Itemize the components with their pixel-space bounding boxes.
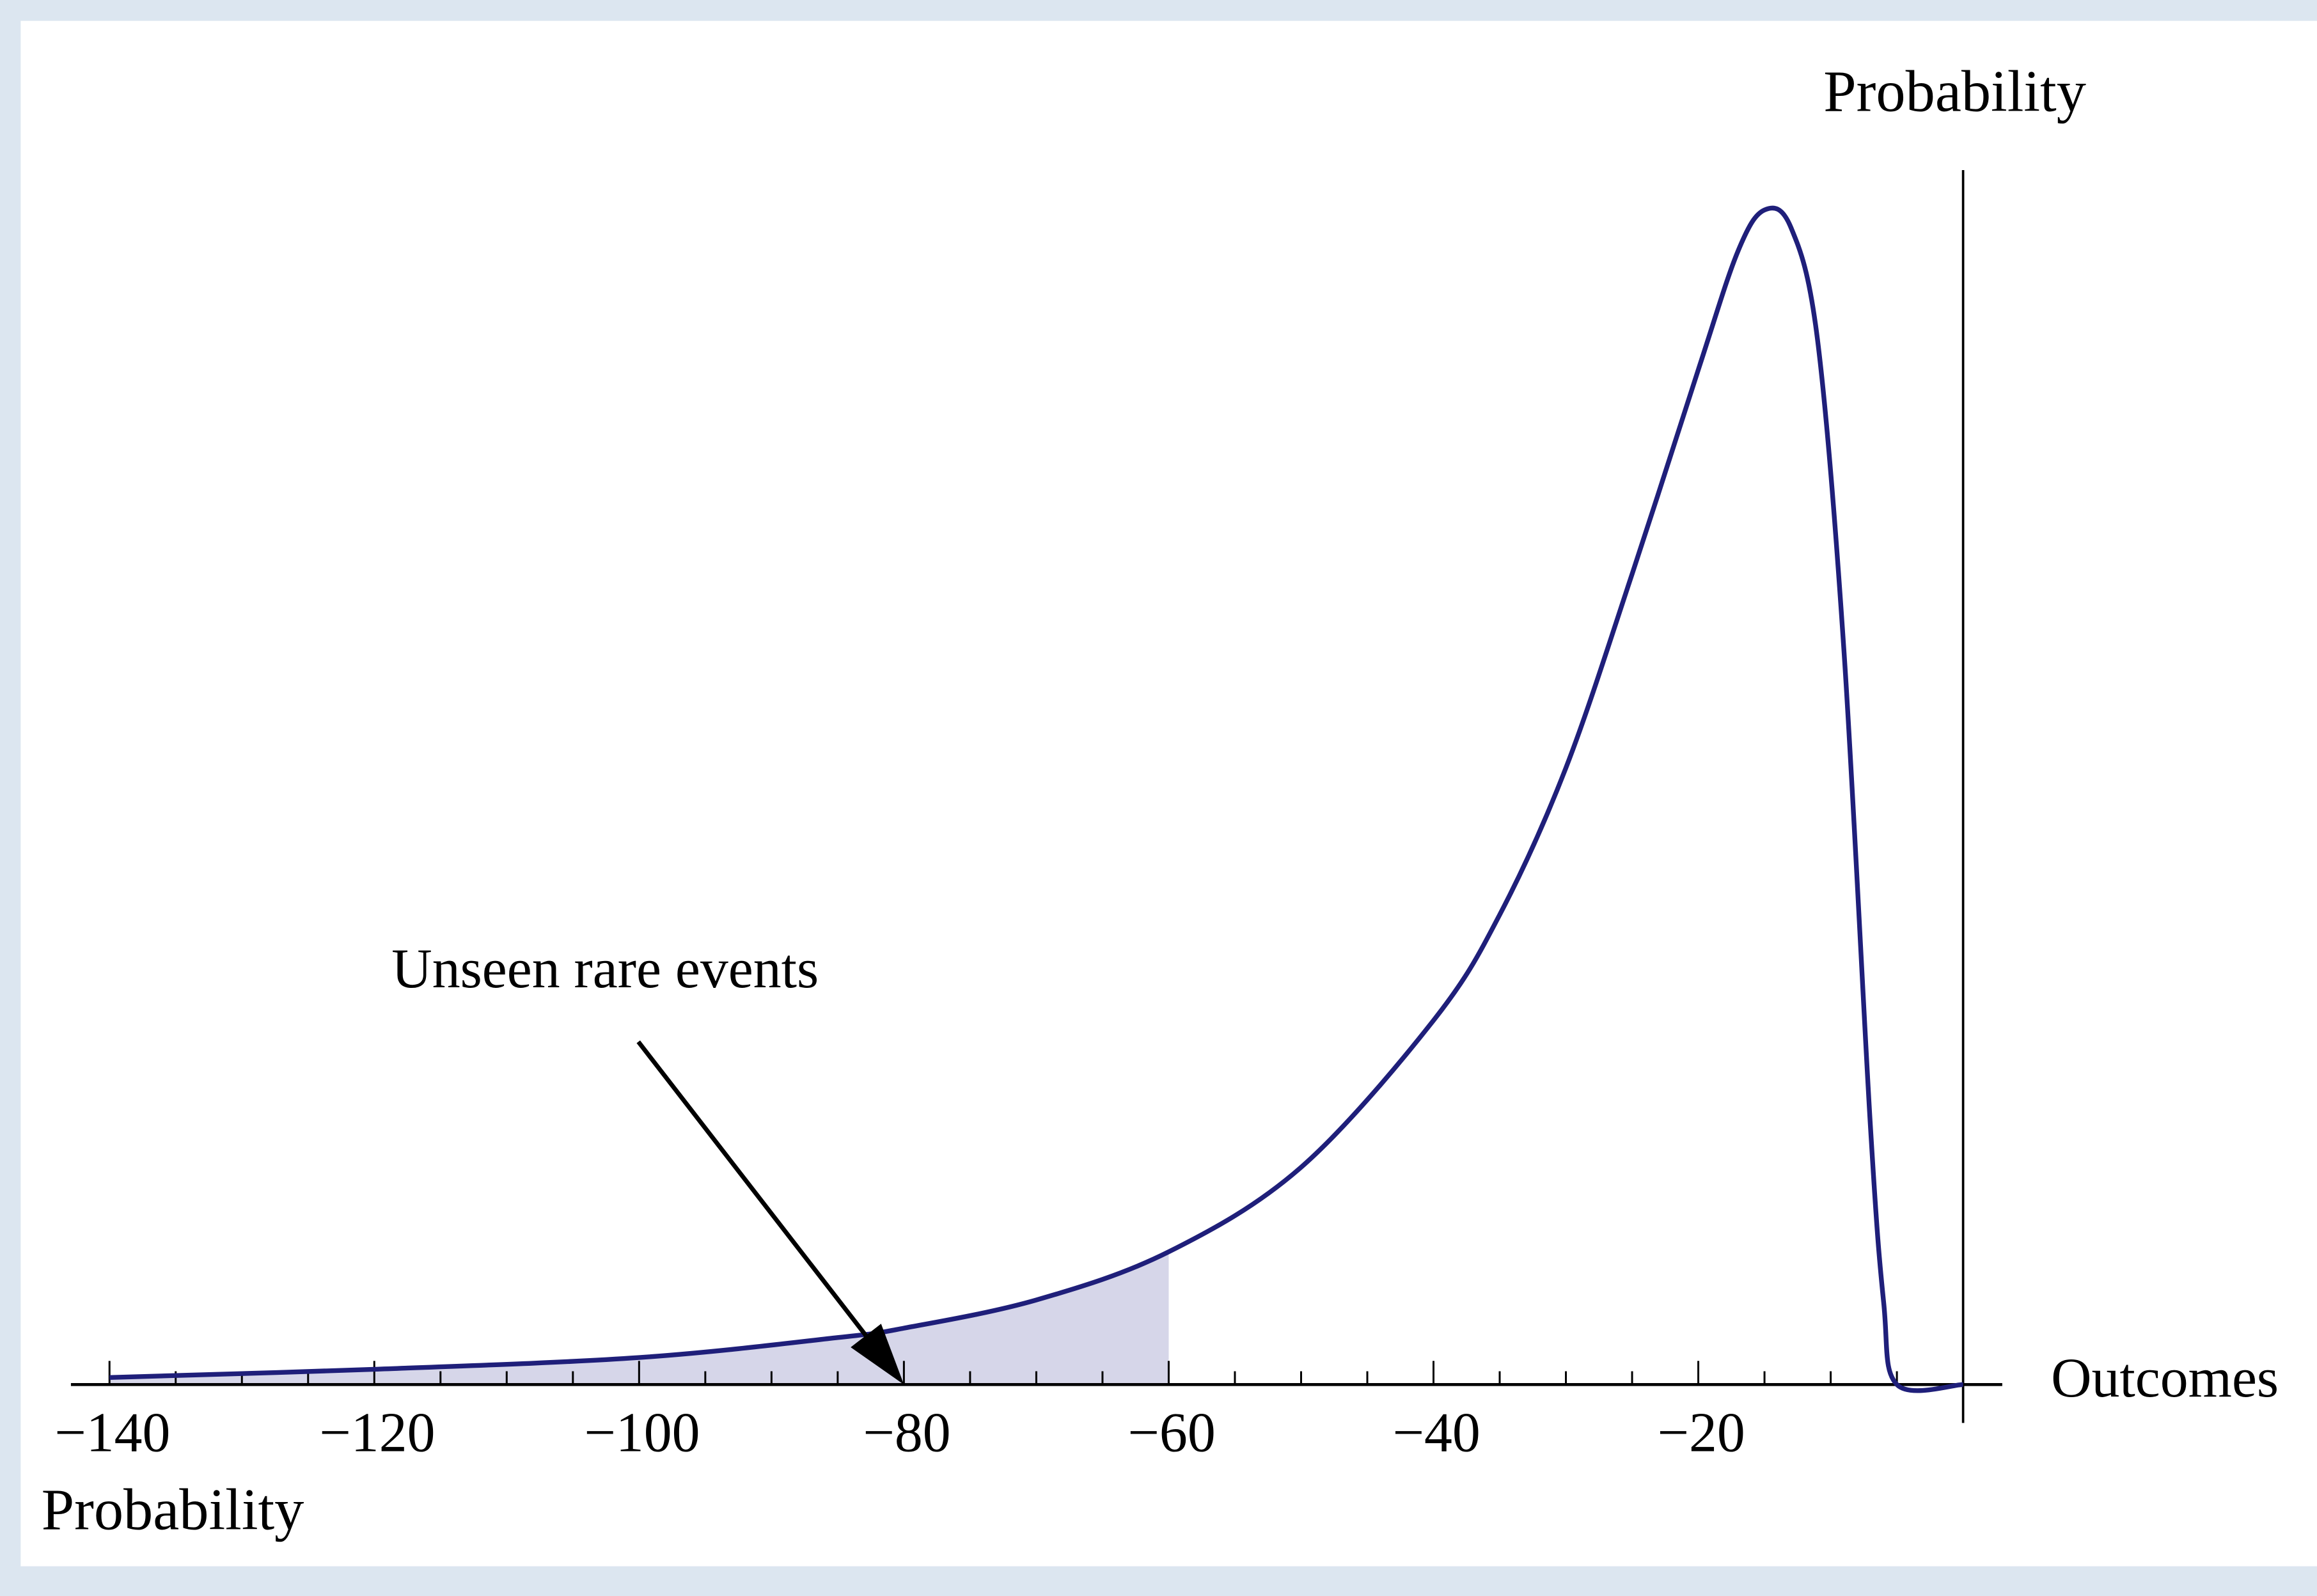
x-tick-label: −120 <box>319 1401 435 1463</box>
annotation-text: Unseen rare events <box>391 937 819 999</box>
x-tick-label: −100 <box>584 1401 700 1463</box>
x-tick-label: −20 <box>1658 1401 1745 1463</box>
minor-ticks <box>175 1371 1898 1385</box>
y-axis-label-bottom: Probability <box>42 1477 304 1542</box>
y-axis-label-top: Probability <box>1823 59 2086 124</box>
x-tick-label: −80 <box>863 1401 950 1463</box>
major-ticks <box>108 1361 1700 1385</box>
chart-panel <box>20 20 2317 1567</box>
density-curve <box>109 205 1963 1393</box>
annotation-arrow-shaft <box>636 1040 868 1337</box>
x-axis-label: Outcomes <box>2051 1347 2279 1409</box>
shaded-tail-region <box>109 1251 1169 1385</box>
x-tick-label: −40 <box>1392 1401 1480 1463</box>
x-tick-labels: −140 −120 −100 −80 −60 −40 −20 <box>54 1401 1745 1463</box>
x-tick-label: −60 <box>1127 1401 1215 1463</box>
annotation-arrow-head <box>851 1324 904 1385</box>
x-tick-label: −140 <box>54 1401 170 1463</box>
